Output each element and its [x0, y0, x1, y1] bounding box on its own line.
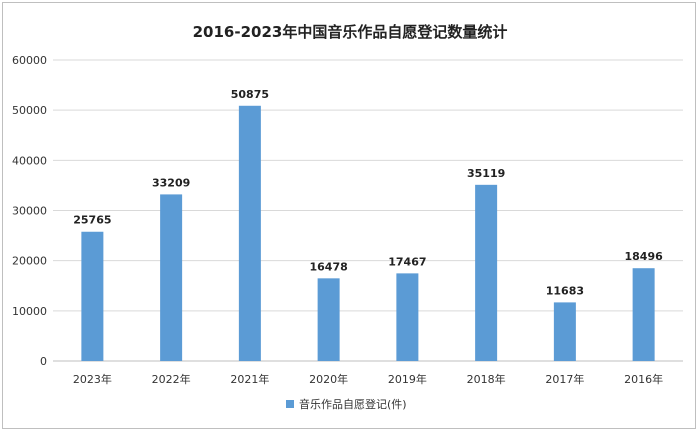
chart-title: 2016-2023年中国音乐作品自愿登记数量统计	[193, 23, 508, 41]
x-tick-label: 2017年	[545, 372, 584, 386]
y-tick-label: 40000	[12, 154, 47, 167]
x-tick-label: 2018年	[467, 372, 506, 386]
x-tick-label: 2016年	[624, 372, 663, 386]
x-tick-label: 2021年	[230, 372, 269, 386]
y-tick-label: 50000	[12, 104, 47, 117]
chart-frame: 2016-2023年中国音乐作品自愿登记数量统计 0 10000 20000 3000…	[2, 2, 696, 429]
bar	[81, 231, 104, 361]
bar	[475, 184, 498, 361]
x-axis-ticks: 2023年 2022年 2021年 2020年 2019年 2018年 2017年 2016年	[73, 372, 663, 386]
y-tick-label: 30000	[12, 205, 47, 218]
x-tick-label: 2022年	[152, 372, 191, 386]
data-label: 50875	[231, 88, 269, 101]
data-label: 11683	[546, 284, 584, 297]
bar	[160, 194, 183, 361]
grid-lines	[53, 59, 683, 362]
data-label: 35119	[467, 167, 505, 180]
bar	[396, 273, 419, 361]
bar	[632, 268, 655, 361]
y-tick-label: 20000	[12, 255, 47, 268]
x-tick-label: 2019年	[388, 372, 427, 386]
y-tick-label: 60000	[12, 54, 47, 67]
data-labels: 25765 33209 50875 16478 17467 35119 11683 18496	[73, 88, 663, 298]
x-tick-label: 2020年	[309, 372, 348, 386]
data-label: 33209	[152, 176, 190, 189]
bar-chart: 2016-2023年中国音乐作品自愿登记数量统计 0 10000 20000 3000…	[12, 23, 683, 411]
bar	[317, 278, 340, 361]
data-label: 16478	[309, 260, 347, 273]
y-tick-label: 10000	[12, 305, 47, 318]
data-label: 18496	[624, 250, 663, 263]
data-label: 25765	[73, 214, 111, 227]
legend-label: 音乐作品自愿登记(件)	[299, 397, 407, 411]
data-label: 17467	[388, 255, 426, 268]
bar	[238, 105, 261, 361]
y-axis-ticks: 0 10000 20000 30000 40000 50000 60000	[12, 54, 47, 368]
bars	[81, 105, 655, 361]
y-tick-label: 0	[40, 355, 47, 368]
legend-swatch	[286, 400, 294, 408]
x-tick-label: 2023年	[73, 372, 112, 386]
legend: 音乐作品自愿登记(件)	[286, 397, 407, 411]
bar	[553, 302, 576, 361]
